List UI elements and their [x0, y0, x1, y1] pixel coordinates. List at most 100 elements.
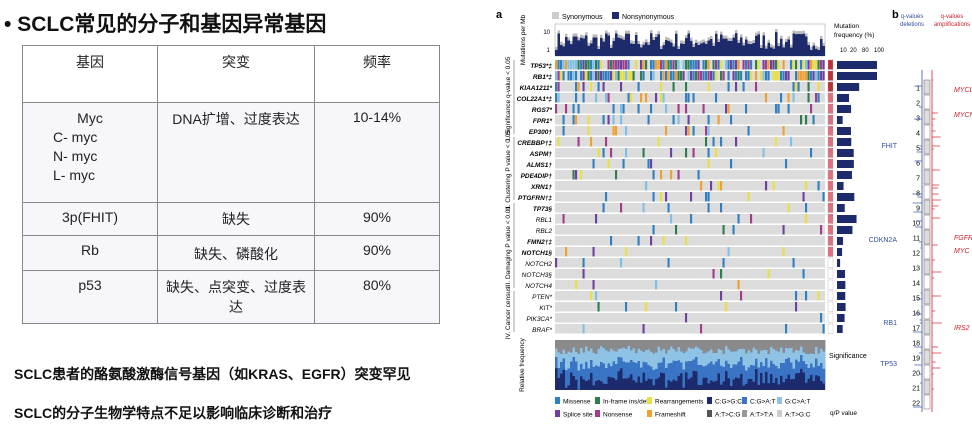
rel-seg [822, 340, 826, 352]
rel-seg [725, 346, 728, 361]
rel-seg [592, 353, 596, 368]
rel-seg [790, 347, 793, 363]
freq-bar [837, 182, 844, 190]
mutation-cell [805, 214, 808, 224]
rel-seg [737, 349, 741, 362]
mutation-cell [557, 71, 560, 81]
legend-swatch [777, 410, 782, 417]
tmb-syn [742, 42, 745, 46]
tmb-syn [780, 35, 783, 39]
rel-seg [812, 340, 816, 354]
rel-seg [737, 361, 741, 379]
rel-seg [732, 340, 736, 352]
mutation-cell [627, 93, 630, 103]
tmb-syn [662, 42, 665, 46]
mutation-cell [750, 60, 753, 70]
rel-seg [580, 363, 583, 377]
mutation-cell [590, 60, 593, 70]
tick-label: 10 [543, 30, 550, 36]
legend-text: G:C>A:T [785, 399, 810, 406]
mutation-cell [685, 104, 688, 114]
rel-seg [657, 362, 661, 378]
tmb-bar [692, 47, 695, 56]
tmb-bar [802, 33, 805, 56]
freq-bar [837, 314, 845, 322]
freq-bar [837, 94, 850, 102]
mutation-cell [805, 115, 808, 125]
mutation-cell [782, 225, 785, 235]
mutation-cell [682, 71, 685, 81]
tmb-syn [625, 30, 628, 34]
rel-seg [780, 347, 783, 364]
mutation-cell [805, 181, 808, 191]
mutation-cell [592, 247, 595, 257]
mutation-cell [772, 181, 775, 191]
tmb-syn [622, 36, 625, 40]
chromosome-label: 14 [912, 281, 920, 288]
rel-seg [637, 361, 641, 377]
mutation-cell [755, 60, 758, 70]
mutation-cell [582, 93, 585, 103]
del-gene: CDKN2A [869, 237, 898, 244]
mutation-cell [572, 115, 575, 125]
gene-label: CREBBP†‡ [517, 140, 552, 147]
rel-seg [557, 340, 561, 353]
mutation-cell [575, 60, 578, 70]
mutation-cell [720, 137, 723, 147]
legend-swatch [742, 410, 747, 417]
rel-seg [730, 351, 733, 369]
tmb-bar [730, 40, 733, 56]
tmb-syn [755, 32, 758, 36]
mutation-cell [667, 71, 670, 81]
mutation-cell [647, 159, 650, 169]
tmb-syn [592, 34, 595, 38]
mutation-cell [822, 324, 825, 334]
rel-seg [680, 351, 683, 363]
tmb-bar [727, 40, 730, 56]
rel-seg [607, 363, 611, 377]
rel-seg [770, 360, 773, 375]
tmb-bar [642, 44, 645, 56]
header-cell: 突变 [157, 45, 315, 103]
mutation-cell [677, 60, 680, 70]
rel-seg [657, 346, 661, 363]
gene-label: ALMS1† [525, 162, 552, 169]
legend-swatch [595, 410, 600, 417]
cell: Rb [22, 235, 158, 271]
tmb-syn [612, 37, 615, 41]
tmb-bar [627, 33, 630, 56]
freq-bar [837, 138, 852, 146]
rel-seg [575, 361, 578, 380]
mutation-cell [762, 71, 765, 81]
rel-seg [697, 348, 701, 366]
mutation-cell [792, 60, 795, 70]
mutation-cell [732, 60, 735, 70]
rel-seg [735, 364, 738, 378]
rel-seg [775, 350, 778, 367]
mutation-cell [652, 192, 655, 202]
rel-seg [660, 362, 663, 373]
rel-seg [617, 340, 621, 349]
tmb-bar [562, 46, 565, 56]
rel-seg [582, 369, 586, 380]
tmb-bar [557, 33, 560, 56]
rel-seg [655, 340, 658, 353]
rel-seg [722, 353, 726, 367]
rel-seg [637, 348, 641, 362]
tmb-syn [702, 39, 705, 43]
rel-seg [565, 353, 568, 371]
freq-bar [837, 61, 877, 69]
tmb-bar [577, 40, 580, 56]
rel-seg [785, 340, 788, 349]
mutation-cell [705, 137, 708, 147]
rel-seg [715, 353, 718, 362]
mutation-cell [577, 137, 580, 147]
rel-seg [817, 353, 821, 367]
rel-seg [670, 340, 673, 347]
mutation-cell [637, 236, 640, 246]
rel-seg [625, 340, 628, 349]
mutation-cell [600, 71, 603, 81]
tmb-syn [772, 45, 775, 49]
mutation-cell [647, 115, 650, 125]
mutation-cell [625, 60, 628, 70]
